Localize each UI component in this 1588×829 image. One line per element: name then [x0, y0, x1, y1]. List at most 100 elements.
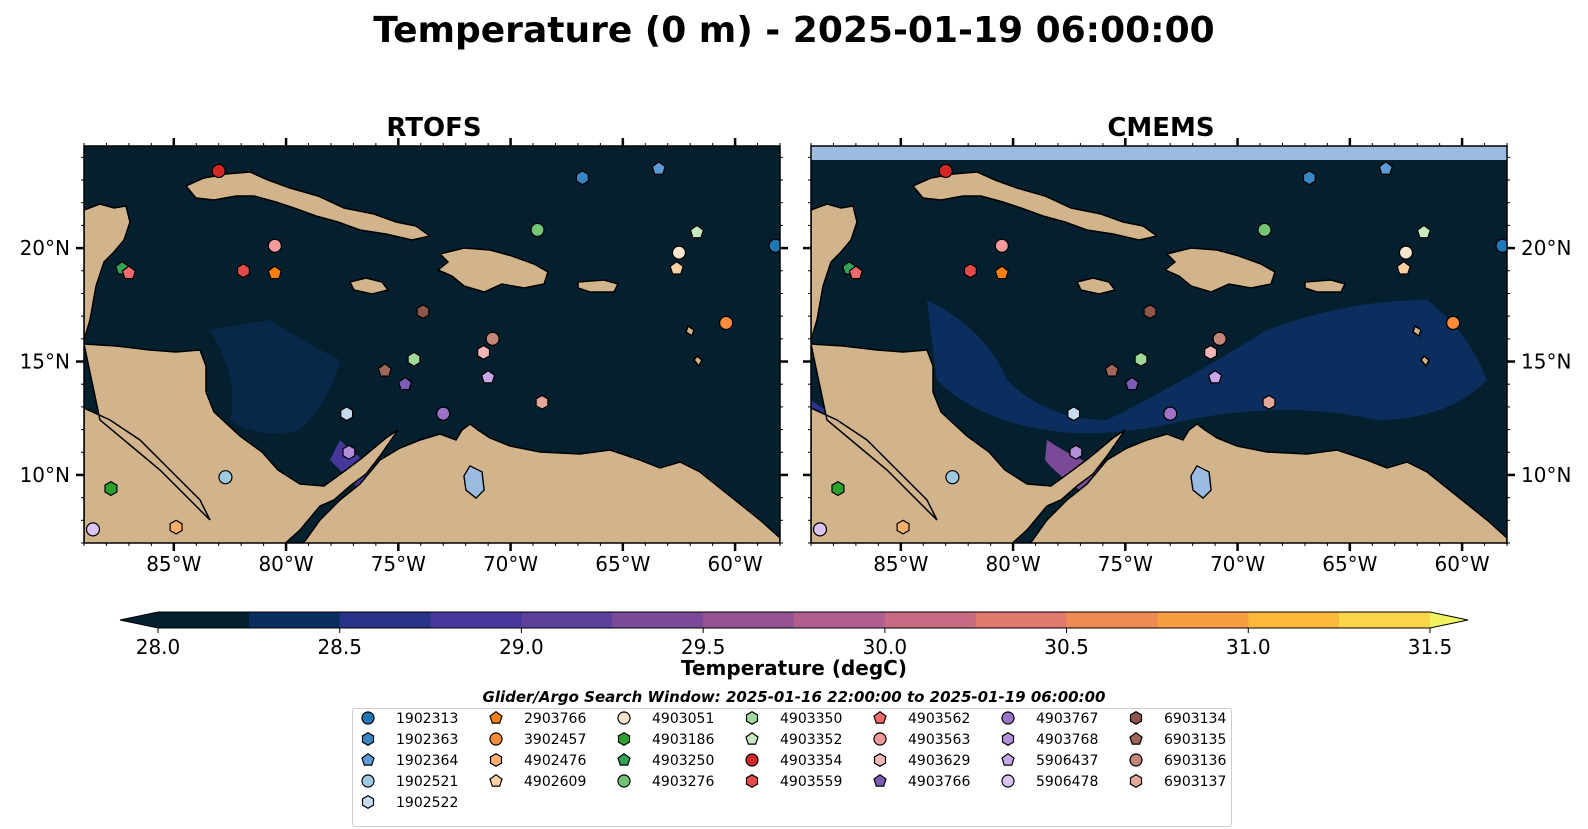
legend-label: 4903629: [908, 753, 970, 769]
legend-marker-4903186: [617, 732, 631, 746]
legend-label: 4903559: [780, 774, 842, 790]
float-marker-6903136: [485, 331, 500, 346]
colorbar-cell: [1157, 612, 1249, 628]
colorbar-cell: [248, 612, 341, 628]
legend-label: 4903051: [652, 711, 714, 727]
legend-marker-4903563: [873, 732, 887, 746]
y-tick-label: 10°N: [1521, 463, 1571, 487]
float-marker-1902313: [1495, 238, 1507, 253]
legend-label: 4903352: [780, 732, 842, 748]
legend-marker-4903250: [617, 752, 631, 766]
float-marker-4903354: [211, 163, 226, 179]
float-marker-6903135: [1104, 363, 1120, 377]
float-marker-5906437: [1207, 369, 1223, 384]
float-marker-4903629: [1204, 344, 1218, 360]
float-marker-5906478: [812, 522, 828, 537]
legend-marker-4903767: [1001, 711, 1015, 725]
rtofs-lake: [463, 465, 485, 499]
legend-marker-1902364: [361, 752, 375, 766]
legend-marker-4903354: [745, 753, 759, 767]
colorbar-tick-label: 29.0: [499, 635, 544, 659]
float-marker-4903186: [831, 481, 845, 497]
legend-label: 6903135: [1164, 732, 1226, 748]
legend-marker-6903136: [1129, 753, 1143, 767]
float-marker-6903134: [416, 304, 430, 320]
legend-marker-4903766: [873, 773, 887, 787]
float-marker-1902364: [651, 161, 667, 175]
rtofs-panel-title: RTOFS: [386, 113, 481, 143]
colorbar: 28.0 28.5 29.0 29.5 30.0 30.5 31.0 31.5 Tempera…: [119, 611, 1469, 680]
float-marker-5906478: [85, 522, 101, 537]
float-marker-4903768: [1069, 444, 1083, 460]
float-marker-4903352: [1416, 224, 1432, 239]
float-marker-4903767: [1163, 406, 1178, 421]
y-tick-label: 15°N: [20, 350, 70, 374]
colorbar-tick-label: 31.0: [1226, 635, 1271, 659]
legend-label: 4903186: [652, 732, 714, 748]
colorbar-cell: [158, 612, 250, 628]
y-tick-label: 15°N: [1521, 350, 1571, 374]
float-marker-4902609: [669, 260, 684, 275]
colorbar-tick-label: 29.5: [681, 635, 726, 659]
legend: [352, 708, 1232, 827]
x-tick-label: 85°W: [873, 552, 928, 576]
legend-marker-4903562: [873, 710, 887, 724]
float-marker-4903766: [397, 376, 413, 391]
legend-marker-1902313: [361, 711, 375, 725]
legend-marker-4903350: [745, 711, 759, 725]
colorbar-extend-low: [120, 612, 158, 628]
float-marker-4903767: [436, 406, 451, 421]
float-marker-4903352: [689, 224, 705, 239]
float-marker-6903135: [377, 363, 393, 377]
y-tick-label: 10°N: [20, 463, 70, 487]
colorbar-cell: [1339, 612, 1431, 628]
colorbar-tick-label: 30.5: [1044, 635, 1089, 659]
colorbar-cell: [521, 612, 613, 628]
float-marker-4903354: [938, 163, 953, 179]
legend-marker-6903134: [1129, 711, 1143, 725]
legend-label: 4903250: [652, 753, 714, 769]
legend-marker-4903629: [873, 753, 887, 767]
float-marker-4903629: [477, 344, 491, 360]
legend-label: 4902476: [524, 753, 586, 769]
x-tick-label: 75°W: [1098, 552, 1153, 576]
float-marker-4903051: [1398, 245, 1414, 260]
colorbar-cell: [794, 612, 886, 628]
x-tick-label: 75°W: [371, 552, 426, 576]
float-marker-4903559: [236, 263, 250, 279]
legend-label: 4903354: [780, 753, 842, 769]
colorbar-cell: [1066, 612, 1158, 628]
legend-label: 4902609: [524, 774, 586, 790]
float-marker-1902522: [340, 406, 354, 422]
float-marker-4903563: [267, 238, 282, 253]
colorbar-cell: [339, 612, 432, 628]
float-marker-2903766: [994, 265, 1010, 280]
float-marker-4903768: [342, 444, 356, 460]
float-marker-6903136: [1212, 331, 1227, 346]
float-marker-4903186: [104, 481, 118, 497]
float-marker-4903562: [121, 265, 137, 280]
float-marker-1902364: [1378, 161, 1394, 175]
legend-label: 5906437: [1036, 753, 1098, 769]
legend-label: 1902521: [396, 774, 458, 790]
float-marker-4902476: [169, 519, 183, 535]
x-tick-label: 60°W: [707, 552, 762, 576]
legend-label: 6903137: [1164, 774, 1226, 790]
legend-label: 6903136: [1164, 753, 1226, 769]
float-marker-4903276: [530, 222, 545, 238]
colorbar-label: Temperature (degC): [681, 656, 907, 680]
float-marker-3902457: [719, 315, 734, 331]
legend-label: 4903767: [1036, 711, 1098, 727]
legend-label: 4903350: [780, 711, 842, 727]
colorbar-tick-label: 30.0: [863, 635, 908, 659]
y-tick-label: 20°N: [20, 236, 70, 260]
legend-label: 5906478: [1036, 774, 1098, 790]
cmems-map-panel: CMEMS 85°W 80°W 75°W 70°W 65°W 60°W10°N15°N20…: [803, 113, 1571, 576]
colorbar-cell: [975, 612, 1068, 628]
colorbar-cell: [703, 612, 795, 628]
legend-marker-4903559: [745, 774, 759, 788]
legend-marker-4903051: [617, 711, 631, 725]
legend-marker-1902363: [361, 732, 375, 746]
x-tick-label: 60°W: [1434, 552, 1489, 576]
float-marker-5906437: [480, 369, 496, 384]
